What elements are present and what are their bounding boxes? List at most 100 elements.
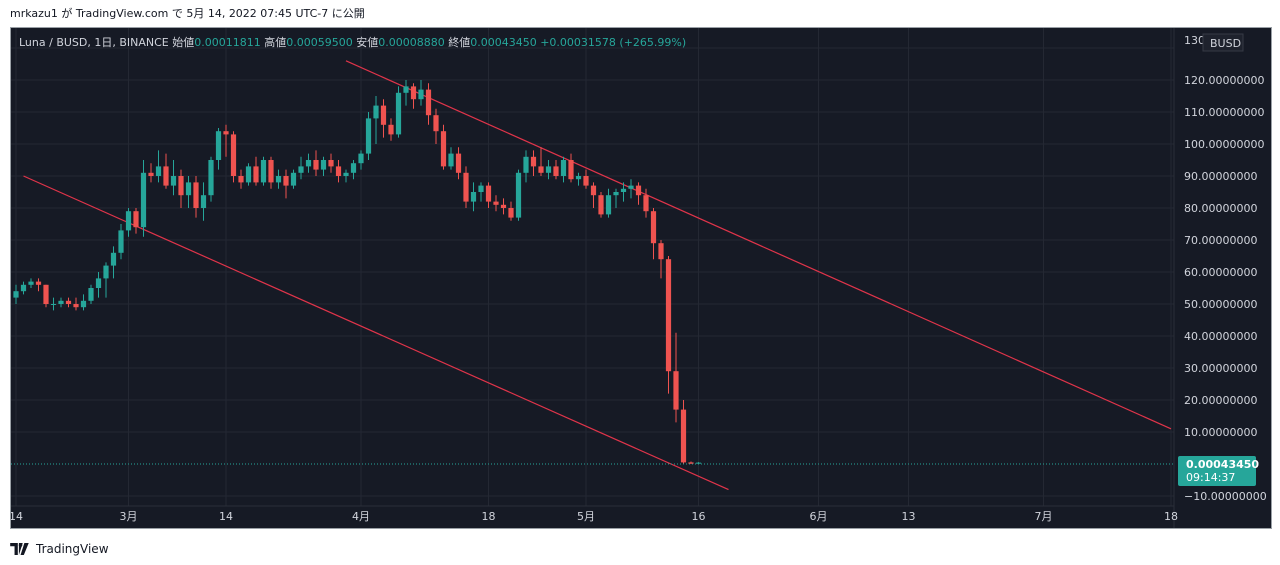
candle — [575, 172, 582, 186]
candle-body — [628, 185, 634, 189]
candle-body — [508, 208, 514, 218]
candle-body — [650, 211, 657, 244]
candle-body — [605, 195, 612, 215]
y-tick-label: 20.00000000 — [1184, 394, 1257, 407]
x-tick-label: 4月 — [352, 510, 370, 523]
change-value: +0.00031578 (+265.99%) — [540, 36, 686, 49]
candle-body — [20, 284, 27, 292]
candle-body — [380, 105, 387, 125]
candle — [590, 182, 597, 208]
candle — [493, 195, 499, 212]
candle-body — [493, 201, 499, 205]
x-tick-label: 14 — [219, 510, 233, 523]
candle — [343, 169, 349, 183]
candle — [50, 297, 57, 311]
y-tick-label: 10.00000000 — [1184, 426, 1257, 439]
tradingview-logo-icon — [10, 543, 29, 555]
candle-body — [538, 166, 544, 173]
candle — [538, 147, 544, 176]
candle — [643, 188, 649, 218]
candle-body — [200, 195, 207, 208]
candle-body — [125, 211, 132, 231]
candle-body — [305, 160, 312, 167]
candle — [530, 150, 537, 176]
close-value: 0.00043450 — [470, 36, 540, 49]
candle-body — [658, 243, 664, 260]
candle — [110, 246, 117, 279]
candle-body — [238, 176, 244, 183]
candle — [650, 208, 657, 260]
candle — [410, 83, 417, 109]
candle — [620, 182, 627, 202]
candle — [680, 400, 687, 464]
candle-body — [43, 284, 49, 304]
candle-body — [425, 89, 432, 116]
candle-body — [80, 300, 87, 308]
open-label: 始値 — [172, 35, 194, 49]
candle — [568, 153, 574, 183]
candle — [230, 131, 237, 183]
candle-body — [515, 172, 522, 218]
candle — [290, 169, 297, 189]
candle — [433, 108, 439, 144]
plot-background — [11, 28, 1174, 528]
close-label: 終値 — [448, 35, 470, 49]
candle-body — [358, 153, 364, 164]
candle-body — [335, 166, 342, 176]
candle — [185, 176, 192, 208]
candle-body — [178, 176, 184, 196]
candle — [515, 169, 522, 221]
candlestick-chart[interactable]: 130 120.00000000 110.00000000 100.00000000 9… — [11, 28, 1271, 528]
currency-label: BUSD — [1210, 37, 1241, 50]
footer: TradingView — [10, 540, 109, 558]
candle — [223, 124, 229, 157]
candle-body — [448, 153, 454, 167]
candle-body — [365, 118, 372, 154]
candle — [560, 156, 567, 183]
candle — [13, 284, 19, 304]
publish-info: mrkazu1 が TradingView.com で 5月 14, 2022 … — [10, 7, 365, 20]
candle-body — [320, 160, 327, 170]
chart-panel[interactable]: 130 120.00000000 110.00000000 100.00000000 9… — [10, 27, 1272, 529]
x-tick-label: 18 — [1164, 510, 1178, 523]
candle-body — [328, 160, 334, 167]
candle-body — [590, 185, 597, 196]
candle-body — [343, 172, 349, 176]
trendlines — [23, 60, 1172, 491]
candle — [208, 156, 214, 202]
y-tick-label: 70.00000000 — [1184, 234, 1257, 247]
last-price-value: 0.00043450 — [1186, 458, 1259, 471]
candle — [155, 150, 162, 183]
x-tick-label: 18 — [482, 510, 496, 523]
candle-body — [245, 166, 252, 183]
candle-body — [58, 300, 64, 304]
symbol-legend: Luna / BUSD, 1日, BINANCE 始値0.00011811 高値… — [19, 35, 686, 49]
candle — [553, 160, 559, 180]
candle-body — [253, 166, 259, 183]
candle-body — [290, 172, 297, 186]
candle — [133, 208, 139, 234]
candle — [365, 112, 372, 160]
x-tick-label: 3月 — [120, 510, 138, 523]
candle-body — [530, 156, 537, 167]
candle — [695, 462, 702, 464]
y-tick-label: 50.00000000 — [1184, 298, 1257, 311]
candle — [358, 150, 364, 170]
candle — [380, 99, 387, 138]
y-tick-label: 60.00000000 — [1184, 266, 1257, 279]
y-tick-label: 40.00000000 — [1184, 330, 1257, 343]
x-tick-label: 6月 — [810, 510, 828, 523]
candle-body — [140, 172, 147, 228]
candle-body — [65, 300, 72, 304]
candle — [245, 163, 252, 186]
candle-body — [260, 160, 267, 183]
candle-body — [665, 259, 672, 372]
candle-body — [455, 153, 462, 173]
candle-body — [185, 182, 192, 196]
candle-body — [575, 176, 582, 180]
candle — [283, 169, 289, 199]
candle-body — [598, 195, 604, 215]
candle-body — [50, 304, 57, 305]
candle — [73, 297, 79, 311]
candle — [35, 278, 42, 292]
